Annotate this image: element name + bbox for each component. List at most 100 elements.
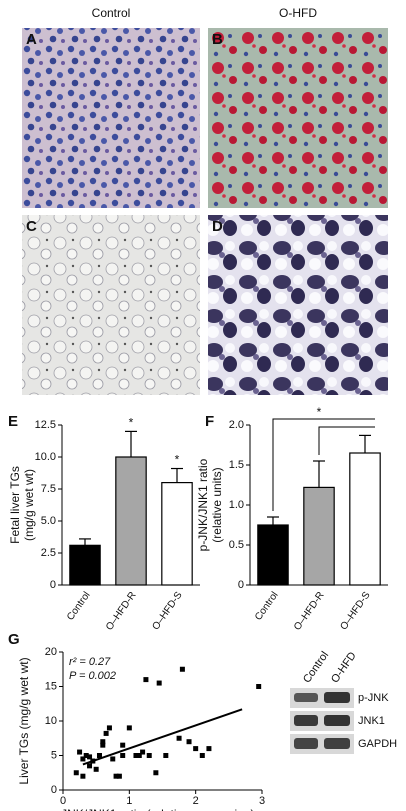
bar <box>257 524 289 586</box>
y-axis-label: (relative units) <box>210 467 224 542</box>
micrograph <box>22 28 200 208</box>
y-tick-label: 0 <box>238 579 244 591</box>
x-tick-label: Control <box>253 590 281 623</box>
y-tick-label: 2.5 <box>41 547 56 559</box>
micrograph <box>208 28 388 208</box>
point <box>146 753 152 758</box>
column-header: Control <box>92 6 131 20</box>
point <box>80 773 86 779</box>
point <box>93 766 99 772</box>
y-tick-label: 0.5 <box>229 539 244 551</box>
point <box>113 773 119 779</box>
x-tick-label: 3 <box>259 795 265 807</box>
point <box>87 754 93 760</box>
y-tick-label: 10 <box>45 715 57 727</box>
band-label: JNK1 <box>358 715 385 727</box>
fit-line <box>82 708 243 766</box>
point <box>256 684 262 689</box>
panel-label: E <box>8 413 18 430</box>
point <box>153 770 159 776</box>
panel-label: C <box>26 218 37 235</box>
y-tick-label: 15 <box>45 680 57 692</box>
y-tick-label: 20 <box>45 646 57 658</box>
annotation: * <box>129 416 134 430</box>
point <box>100 739 106 745</box>
point <box>73 770 79 776</box>
y-axis-label: (mg/g wet wt) <box>22 469 36 541</box>
x-tick-label: 0 <box>60 795 66 807</box>
point <box>126 725 132 731</box>
point <box>103 730 109 736</box>
panel-label: A <box>26 31 37 48</box>
x-tick-label: Control <box>65 590 93 623</box>
point <box>116 773 122 779</box>
bar <box>69 544 101 586</box>
y-tick-label: 1.0 <box>229 499 244 511</box>
x-tick-label: 2 <box>193 795 199 807</box>
band-label: GAPDH <box>358 738 397 750</box>
point <box>199 753 205 758</box>
point <box>133 753 139 758</box>
point <box>110 756 116 762</box>
annotation: * <box>175 453 180 467</box>
y-axis-label: Liver TGs (mg/g wet wt) <box>17 657 31 784</box>
lane-label: O-HFD <box>329 650 359 685</box>
x-tick-label: O–HFD-S <box>150 590 184 633</box>
panel-label: F <box>205 413 214 430</box>
y-tick-label: 2.0 <box>229 419 244 431</box>
x-tick-label: O–HFD-R <box>104 590 139 633</box>
y-tick-label: 0 <box>50 579 56 591</box>
blot <box>290 688 354 754</box>
y-tick-label: 5.0 <box>41 515 56 527</box>
micrograph <box>208 215 388 395</box>
annotation: * <box>317 405 322 419</box>
point <box>186 739 192 745</box>
column-header: O-HFD <box>279 6 317 20</box>
point <box>193 746 199 752</box>
annotation: P = 0.002 <box>69 670 116 682</box>
y-tick-label: 12.5 <box>35 419 56 431</box>
panel-label: B <box>212 31 223 48</box>
point <box>176 735 182 741</box>
x-axis-label: p-JNK/JNK1 ratio (relative expression) <box>50 807 254 811</box>
y-tick-label: 7.5 <box>41 483 56 495</box>
point <box>179 666 185 672</box>
point <box>100 742 106 748</box>
point <box>156 680 162 686</box>
bar <box>303 486 335 586</box>
x-tick-label: O–HFD-R <box>292 590 327 633</box>
micrograph <box>22 215 200 395</box>
bar <box>161 482 193 586</box>
bar <box>115 456 147 586</box>
y-tick-label: 1.5 <box>229 459 244 471</box>
bracket <box>318 426 375 455</box>
y-tick-label: 0 <box>51 784 57 796</box>
bar <box>349 452 381 586</box>
x-tick-label: O–HFD-S <box>338 590 372 633</box>
point <box>120 742 126 748</box>
point <box>206 746 212 752</box>
y-axis-label: p-JNK/JNK1 ratio <box>196 458 210 551</box>
point <box>80 756 86 762</box>
point <box>163 753 169 758</box>
point <box>143 677 149 683</box>
point <box>83 753 89 758</box>
point <box>96 753 102 758</box>
band-label: p-JNK <box>358 692 389 704</box>
point <box>77 749 83 755</box>
panel-label: D <box>212 218 223 235</box>
point <box>136 753 142 758</box>
bracket <box>272 418 375 511</box>
point <box>140 749 146 755</box>
point <box>120 753 126 758</box>
y-tick-label: 10.0 <box>35 451 56 463</box>
lane-label: Control <box>301 649 331 685</box>
y-axis-label: Fetal liver TGs <box>8 466 22 544</box>
point <box>106 725 112 731</box>
panel-label: G <box>8 631 20 648</box>
annotation: r² = 0.27 <box>69 656 111 668</box>
x-tick-label: 1 <box>126 795 132 807</box>
y-tick-label: 5 <box>51 749 57 761</box>
point <box>87 763 93 769</box>
